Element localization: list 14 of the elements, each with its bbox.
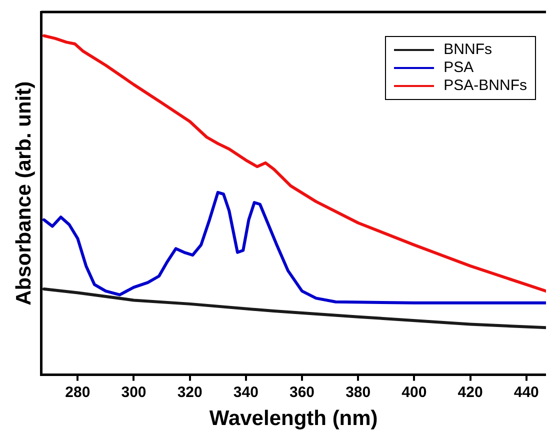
x-tick-label: 400	[402, 384, 427, 401]
x-tick-label: 280	[65, 384, 90, 401]
x-axis-title: Wavelength (nm)	[209, 407, 378, 430]
legend-label: PSA-BNNFs	[444, 77, 527, 95]
x-tick-label: 380	[346, 384, 371, 401]
x-tick-label: 420	[458, 384, 483, 401]
x-tick-label: 340	[233, 384, 258, 401]
x-tick-label: 440	[514, 384, 539, 401]
legend-label: BNNFs	[444, 41, 492, 59]
y-axis-title: Absorbance (arb. unit)	[12, 81, 36, 306]
legend-label: PSA	[444, 59, 474, 77]
x-tick-label: 360	[290, 384, 315, 401]
x-tick-label: 320	[177, 384, 202, 401]
x-tick-label: 300	[121, 384, 146, 401]
